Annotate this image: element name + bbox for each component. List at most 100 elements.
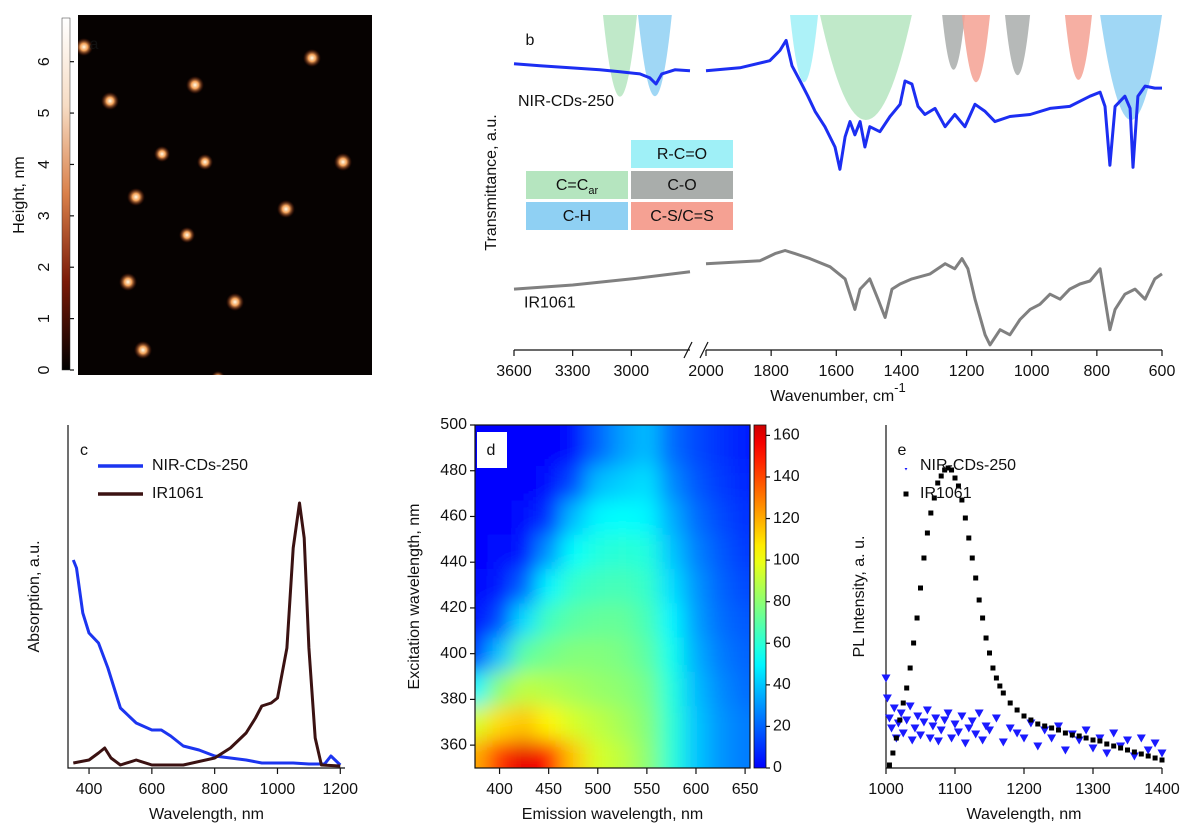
contour-cell bbox=[634, 425, 661, 467]
x-axis-title-sup: -1 bbox=[894, 380, 906, 395]
scatter-point bbox=[1102, 749, 1112, 758]
band-legend-box bbox=[526, 171, 628, 199]
scatter-point bbox=[925, 734, 935, 743]
panel-label: d bbox=[487, 442, 496, 459]
colorbar-tick-label: 40 bbox=[773, 676, 791, 693]
x-tick-label: 1400 bbox=[884, 363, 920, 380]
band-legend-label: R-C=O bbox=[657, 146, 707, 163]
scatter-point bbox=[1042, 723, 1048, 729]
scatter-point bbox=[1021, 713, 1027, 719]
contour-cell bbox=[475, 465, 489, 501]
scatter-point bbox=[1136, 734, 1146, 743]
contour-cell bbox=[536, 499, 562, 535]
contour-cell bbox=[585, 602, 612, 638]
scatter-point bbox=[1131, 749, 1137, 755]
scatter-point bbox=[1138, 751, 1144, 757]
scatter-point bbox=[897, 717, 903, 723]
x-tick-label: 1100 bbox=[938, 781, 973, 798]
particle bbox=[334, 153, 352, 171]
contour-cell bbox=[634, 567, 661, 604]
particle bbox=[211, 371, 225, 375]
scatter-point bbox=[921, 555, 927, 561]
scatter-point bbox=[1145, 753, 1151, 759]
contour-cell bbox=[659, 533, 685, 569]
contour-cell bbox=[610, 602, 636, 638]
scatter-point bbox=[985, 726, 994, 735]
contour-cell bbox=[487, 670, 513, 707]
particle bbox=[226, 293, 244, 311]
scatter-point bbox=[1152, 755, 1158, 761]
contour-cell bbox=[511, 533, 538, 569]
afm-particles bbox=[78, 38, 395, 375]
contour-cell bbox=[683, 465, 710, 501]
contour-cell bbox=[475, 739, 489, 768]
particle bbox=[377, 156, 395, 174]
scatter-point bbox=[955, 483, 961, 489]
x-axis-title-text: Emission wavelength, nm bbox=[522, 806, 703, 823]
contour-cell bbox=[683, 670, 710, 707]
contour-cell bbox=[683, 425, 710, 467]
x-tick-label: 1300 bbox=[1075, 781, 1111, 798]
panel-label-box bbox=[888, 432, 918, 468]
legend-label: NIR-CDs-250 bbox=[152, 457, 248, 474]
scatter-point bbox=[1159, 757, 1165, 763]
contour-cell bbox=[536, 705, 562, 741]
panel-label-box bbox=[516, 22, 546, 58]
contour-cell bbox=[487, 465, 513, 501]
plot-frame bbox=[474, 424, 751, 769]
scatter-point bbox=[905, 702, 915, 711]
band bbox=[962, 15, 991, 83]
colorbar-tick-label: 120 bbox=[773, 510, 800, 527]
contour-cell bbox=[683, 533, 710, 569]
contour-cell bbox=[683, 499, 710, 535]
x-tick-label: 1400 bbox=[1144, 781, 1180, 798]
y-axis-title: Excitation wavelength, nm bbox=[406, 504, 423, 690]
scatter-point bbox=[910, 724, 920, 733]
scatter-point bbox=[959, 497, 965, 503]
panel-label: e bbox=[898, 442, 907, 459]
contour-cell bbox=[475, 533, 489, 569]
scatter-point bbox=[1019, 734, 1029, 743]
contour-cell bbox=[560, 567, 587, 604]
scatter-point bbox=[1062, 730, 1068, 736]
scatter-point bbox=[1088, 744, 1098, 753]
scatter-point bbox=[1000, 690, 1006, 696]
scatter-point bbox=[887, 724, 897, 733]
contour-cell bbox=[732, 739, 750, 768]
scatter-point bbox=[900, 700, 906, 706]
scatter-point bbox=[1007, 700, 1013, 706]
series-line bbox=[513, 38, 1162, 171]
scatter-point bbox=[918, 585, 923, 591]
series-line bbox=[513, 249, 1163, 347]
contour-cell bbox=[732, 705, 750, 741]
scatter-point bbox=[902, 716, 912, 725]
band-legend-name: C-O bbox=[667, 177, 696, 194]
scatter-point bbox=[962, 515, 968, 521]
contour-cell bbox=[659, 425, 685, 467]
contour-cell bbox=[560, 670, 587, 707]
contour-cell bbox=[634, 465, 661, 501]
particle bbox=[179, 227, 195, 243]
contour-cell bbox=[708, 499, 734, 535]
series-label: IR1061 bbox=[524, 294, 576, 311]
contour-cell bbox=[475, 567, 489, 604]
legend-label: IR1061 bbox=[920, 485, 972, 502]
contour-cell bbox=[511, 425, 538, 467]
x-axis-title: Wavelength, nm bbox=[966, 806, 1081, 823]
scatter-point bbox=[971, 730, 981, 739]
contour-cell bbox=[585, 739, 612, 768]
scatter-point bbox=[907, 736, 917, 745]
contour-cell bbox=[475, 705, 489, 741]
scatter-point bbox=[1081, 726, 1091, 735]
x-axis-title-text: Wavelength, nm bbox=[966, 806, 1081, 823]
contour-cell bbox=[487, 499, 513, 535]
contour-cell bbox=[536, 636, 562, 672]
contour-cell bbox=[610, 499, 636, 535]
band-legend-name: C-S/C=S bbox=[650, 208, 714, 225]
scatter-point bbox=[947, 734, 957, 743]
scatter-point bbox=[1054, 722, 1063, 731]
x-tick-label: 1000 bbox=[260, 781, 296, 798]
x-tick-label: 1000 bbox=[868, 781, 904, 798]
legend-label: NIR-CDs-250 bbox=[920, 457, 1016, 474]
